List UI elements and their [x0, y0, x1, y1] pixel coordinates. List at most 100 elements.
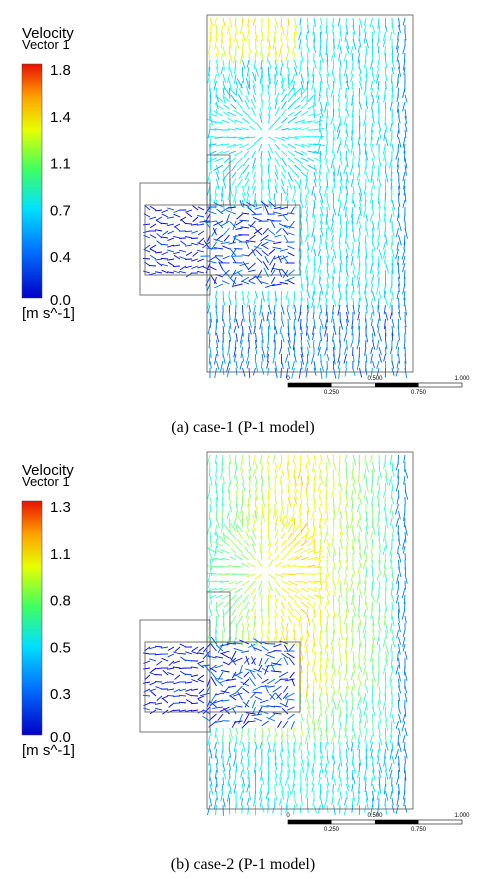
vector: [228, 587, 237, 592]
vector: [281, 150, 288, 157]
vector: [229, 88, 237, 96]
vector: [402, 45, 406, 55]
vector: [294, 797, 298, 808]
vector: [372, 150, 376, 159]
vector: [384, 496, 386, 505]
vector: [359, 482, 361, 493]
vector: [287, 360, 290, 369]
vector: [398, 685, 402, 694]
vector: [402, 87, 406, 99]
vector: [242, 783, 245, 794]
vector: [156, 261, 163, 267]
vector: [273, 31, 276, 43]
vector: [389, 311, 393, 319]
vector: [398, 657, 401, 669]
vector: [300, 325, 303, 335]
vector: [267, 748, 269, 757]
vector: [250, 535, 256, 547]
vector: [294, 127, 302, 131]
vector: [370, 346, 373, 355]
vector: [364, 234, 367, 244]
vector: [281, 515, 286, 526]
vector: [294, 150, 304, 156]
vector: [319, 790, 321, 799]
vector: [352, 199, 356, 208]
vector: [271, 221, 276, 229]
vector: [240, 681, 250, 687]
vector: [167, 258, 175, 261]
vector: [266, 360, 269, 369]
vector: [359, 713, 362, 724]
inlet-outline: [139, 619, 211, 733]
vector: [320, 454, 323, 463]
vector: [311, 297, 315, 308]
vector: [320, 24, 322, 34]
vector: [401, 248, 406, 260]
vector: [326, 108, 329, 119]
vector: [216, 755, 219, 765]
vector: [286, 185, 289, 195]
vector: [332, 269, 334, 279]
vector: [235, 461, 238, 471]
vector: [365, 227, 369, 237]
vector: [274, 515, 279, 526]
vector: [258, 790, 263, 801]
vector: [326, 94, 329, 106]
vector: [286, 734, 289, 744]
vector: [359, 206, 362, 217]
vector: [356, 171, 360, 181]
vector: [397, 524, 399, 535]
vector: [274, 325, 278, 335]
vector: [338, 325, 341, 335]
vector: [401, 608, 406, 620]
vector: [248, 367, 251, 378]
vector: [307, 66, 309, 77]
vector: [161, 236, 169, 239]
vector: [287, 93, 296, 103]
vector: [294, 164, 302, 171]
vector: [149, 688, 157, 692]
vector: [398, 727, 401, 736]
vector: [307, 150, 317, 154]
vector: [372, 290, 376, 302]
vector: [317, 143, 321, 155]
vector: [252, 171, 256, 180]
vector: [144, 205, 151, 211]
vector: [331, 489, 334, 499]
vector: [332, 783, 334, 793]
vector: [300, 601, 310, 609]
vector: [311, 332, 315, 341]
vector: [370, 776, 373, 787]
vector: [294, 87, 296, 97]
vector: [220, 790, 224, 802]
vector: [292, 524, 295, 536]
vector: [232, 143, 243, 147]
vector: [404, 615, 407, 624]
vector: [233, 755, 237, 767]
vector: [363, 608, 367, 618]
vector: [384, 608, 386, 619]
vector: [229, 695, 237, 701]
vector: [384, 87, 386, 98]
vector: [267, 685, 276, 688]
vector: [245, 530, 250, 540]
vector: [346, 629, 349, 640]
vector: [238, 608, 243, 617]
vector: [370, 122, 373, 133]
vector: [352, 601, 356, 612]
vector: [365, 601, 369, 612]
vector: [337, 573, 341, 585]
vector: [262, 245, 269, 250]
vector: [391, 783, 394, 794]
vector: [346, 706, 348, 716]
vector: [184, 222, 193, 225]
vector: [395, 339, 399, 349]
vector: [261, 290, 265, 302]
vector: [376, 241, 380, 250]
vector: [287, 80, 290, 90]
vector: [242, 475, 245, 485]
vector: [359, 101, 363, 110]
vector: [346, 94, 349, 103]
vector: [207, 247, 217, 250]
